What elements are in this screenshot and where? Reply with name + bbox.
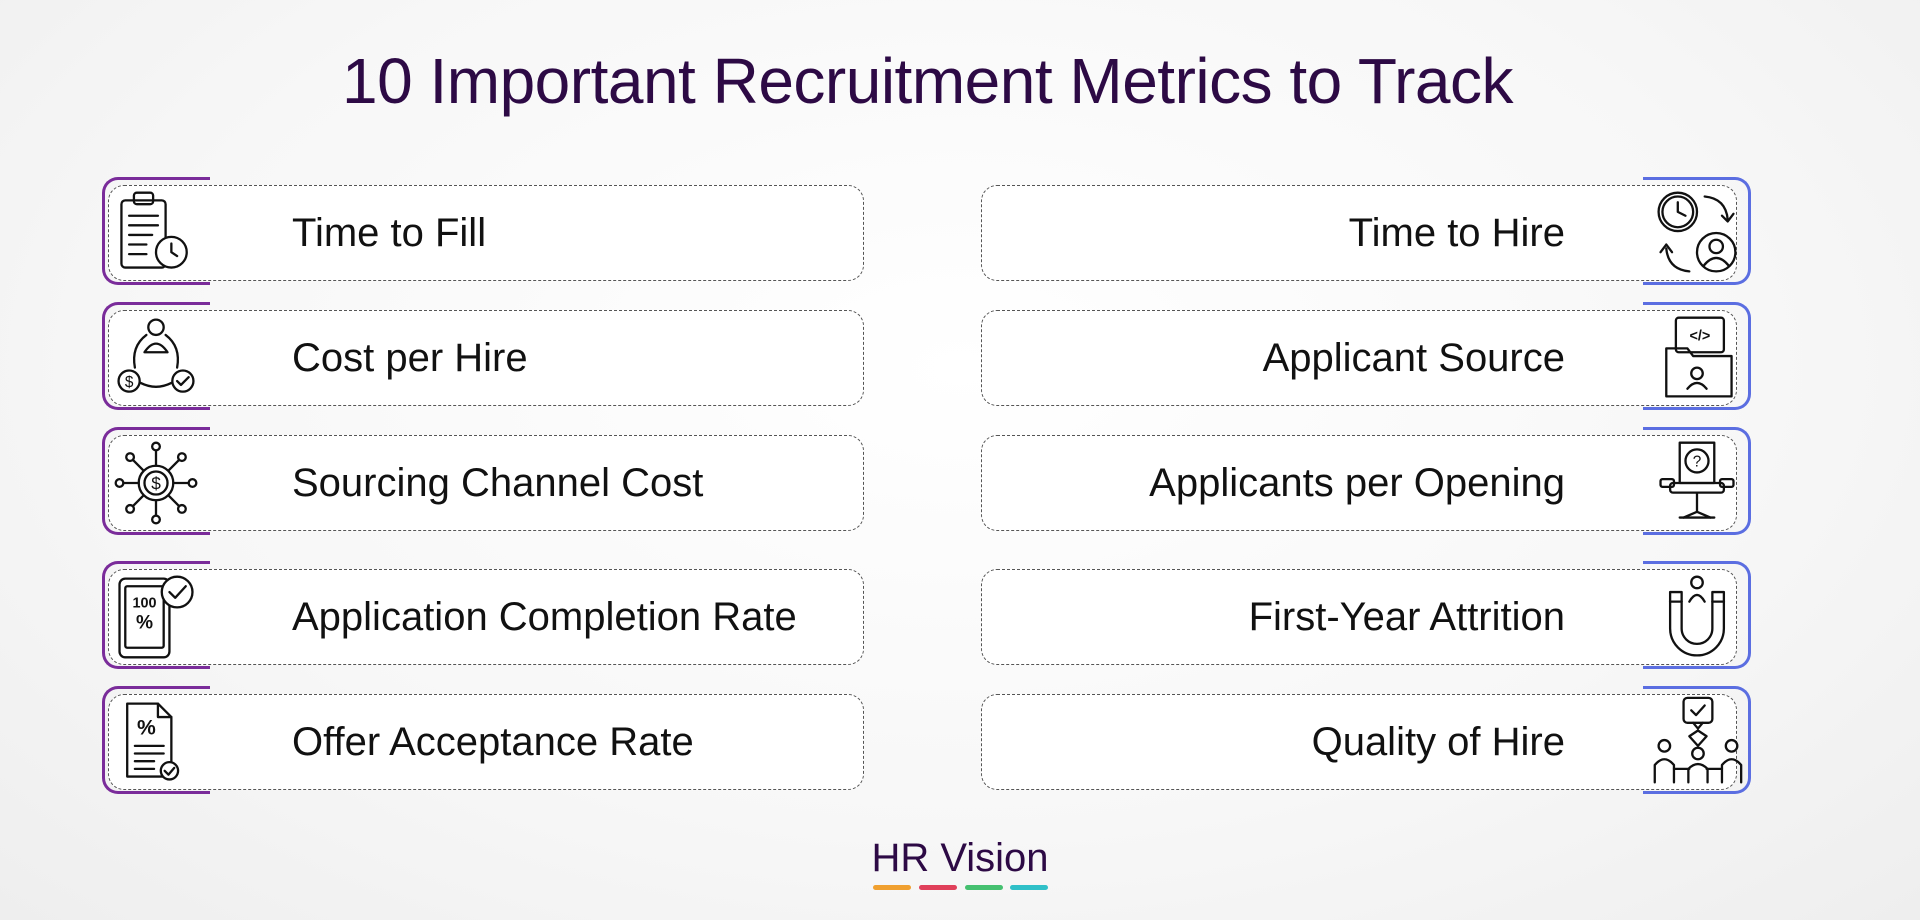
metric-card-quality-of-hire: Quality of Hire xyxy=(981,686,1751,794)
svg-text:100: 100 xyxy=(132,595,156,611)
person-cost-cycle-icon: $ xyxy=(108,310,204,406)
metric-card-first-year-attrition: First-Year Attrition xyxy=(981,561,1751,669)
metric-label: First-Year Attrition xyxy=(1248,595,1565,639)
card-body xyxy=(981,310,1737,406)
dollar-network-icon: $ xyxy=(108,435,204,531)
accent-frame xyxy=(1643,686,1751,794)
metric-card-time-to-fill: Time to Fill xyxy=(102,177,864,285)
team-diamond-check-icon xyxy=(1649,694,1745,790)
brand-bar-red xyxy=(919,885,957,890)
metric-label: Cost per Hire xyxy=(292,336,528,380)
brand-color-bars xyxy=(873,885,1048,891)
card-body xyxy=(108,569,864,665)
accent-frame xyxy=(102,427,210,535)
svg-text:?: ? xyxy=(1693,454,1702,471)
accent-frame xyxy=(1643,177,1751,285)
brand-bar-green xyxy=(965,885,1003,890)
brand-logo-text: HR Vision xyxy=(871,836,1049,880)
brand-bar-teal xyxy=(1010,885,1048,890)
metric-label: Sourcing Channel Cost xyxy=(292,461,704,505)
metric-card-cost-per-hire: $ Cost per Hire xyxy=(102,302,864,410)
metric-card-offer-acceptance-rate: % Offer Acceptance Rate xyxy=(102,686,864,794)
metric-label: Time to Fill xyxy=(292,211,487,255)
phone-percent-check-icon: 100 % xyxy=(108,569,204,665)
accent-frame xyxy=(102,686,210,794)
card-body xyxy=(981,694,1737,790)
card-body xyxy=(108,310,864,406)
question-office-chair-icon: ? xyxy=(1649,435,1745,531)
metric-label: Applicants per Opening xyxy=(1149,461,1565,505)
clipboard-clock-icon xyxy=(108,185,204,281)
accent-frame xyxy=(1643,302,1751,410)
accent-frame xyxy=(102,302,210,410)
metric-label: Application Completion Rate xyxy=(292,595,797,639)
magnet-person-icon xyxy=(1649,569,1745,665)
metric-label: Offer Acceptance Rate xyxy=(292,720,694,764)
svg-text:$: $ xyxy=(151,474,161,494)
card-body xyxy=(108,694,864,790)
metric-card-sourcing-channel-cost: $ Sourcing Channel Cost xyxy=(102,427,864,535)
metric-label: Time to Hire xyxy=(1348,211,1565,255)
card-body xyxy=(981,435,1737,531)
metric-card-applicants-per-opening: ? Applicants per Opening xyxy=(981,427,1751,535)
accent-frame xyxy=(102,561,210,669)
metric-card-application-completion-rate: 100 % Application Completion Rate xyxy=(102,561,864,669)
document-percent-check-icon: % xyxy=(108,694,204,790)
page-title: 10 Important Recruitment Metrics to Trac… xyxy=(342,45,1514,117)
card-body xyxy=(981,185,1737,281)
brand-bar-orange xyxy=(873,885,911,890)
card-body xyxy=(108,435,864,531)
accent-frame xyxy=(1643,427,1751,535)
svg-text:%: % xyxy=(136,613,153,634)
metric-card-applicant-source: </> Applicant Source xyxy=(981,302,1751,410)
metric-label: Applicant Source xyxy=(1262,336,1565,380)
svg-text:%: % xyxy=(137,716,156,739)
metric-card-time-to-hire: Time to Hire xyxy=(981,177,1751,285)
code-folder-person-icon: </> xyxy=(1649,310,1745,406)
clock-person-cycle-icon xyxy=(1649,185,1745,281)
svg-text:</>: </> xyxy=(1689,329,1710,345)
card-body xyxy=(108,185,864,281)
metric-label: Quality of Hire xyxy=(1311,720,1565,764)
svg-text:$: $ xyxy=(125,374,134,391)
accent-frame xyxy=(1643,561,1751,669)
accent-frame xyxy=(102,177,210,285)
card-body xyxy=(981,569,1737,665)
